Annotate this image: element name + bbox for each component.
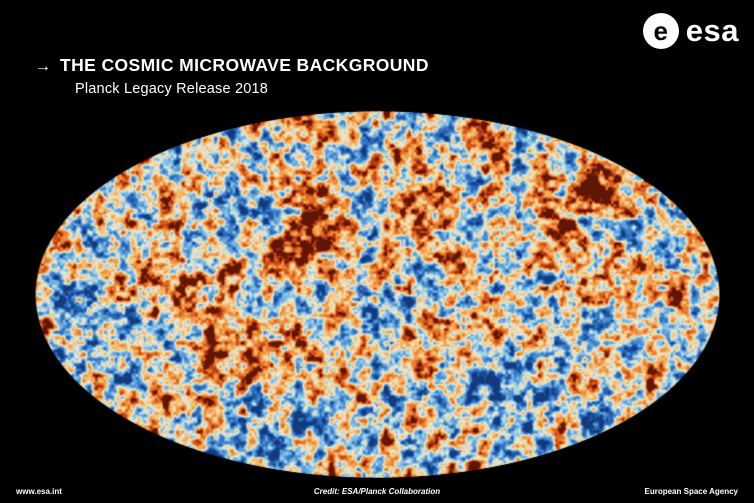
cmb-map-canvas bbox=[34, 110, 720, 478]
footer-credit: Credit: ESA/Planck Collaboration bbox=[313, 487, 441, 496]
footer-agency: European Space Agency bbox=[644, 487, 738, 496]
page-subtitle: Planck Legacy Release 2018 bbox=[75, 81, 269, 97]
arrow-icon: → bbox=[35, 58, 51, 75]
esa-logo: e esa bbox=[642, 13, 739, 49]
footer-website: www.esa.int bbox=[16, 487, 62, 496]
header: → THE COSMIC MICROWAVE BACKGROUND Planck… bbox=[35, 55, 429, 97]
esa-globe-icon: e bbox=[642, 13, 679, 49]
esa-logo-text: esa bbox=[685, 13, 739, 48]
page-title: THE COSMIC MICROWAVE BACKGROUND bbox=[60, 55, 429, 75]
title-row: → THE COSMIC MICROWAVE BACKGROUND bbox=[35, 55, 429, 76]
